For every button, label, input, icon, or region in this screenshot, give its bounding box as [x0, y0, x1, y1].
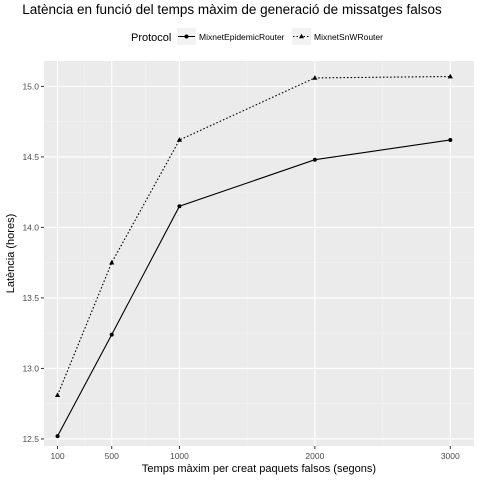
x-tick-label: 100	[50, 451, 64, 461]
x-tick-label: 3000	[441, 451, 460, 461]
data-point	[448, 137, 453, 142]
data-point	[177, 204, 182, 209]
x-axis-title: Temps màxim per creat paquets falsos (se…	[142, 463, 376, 475]
data-point	[176, 137, 183, 142]
series-layer	[54, 73, 453, 439]
y-tick-label: 12.5	[22, 434, 39, 444]
x-tick-label: 2000	[305, 451, 324, 461]
data-point	[312, 157, 317, 162]
y-tick-label: 13.0	[22, 363, 39, 373]
legend-marker-snw	[299, 33, 304, 39]
legend: Protocol MixnetEpidemicRouter MixnetSnWR…	[131, 28, 383, 45]
legend-title: Protocol	[131, 32, 171, 44]
y-tick-label: 13.5	[22, 293, 39, 303]
legend-label-epidemic: MixnetEpidemicRouter	[199, 32, 285, 42]
data-point	[312, 75, 318, 80]
series-snw	[54, 73, 453, 398]
y-tick-label: 14.0	[22, 222, 39, 232]
grid	[44, 61, 474, 446]
legend-item-snw: MixnetSnWRouter	[292, 28, 383, 45]
plot-panel	[44, 61, 474, 446]
x-tick-label: 500	[105, 451, 119, 461]
data-point	[54, 392, 61, 398]
y-axis: 12.5 13.0 13.5 14.0 14.5 15.0	[22, 81, 44, 444]
x-tick-label: 1000	[170, 451, 189, 461]
y-axis-title: Latència (hores)	[5, 214, 17, 294]
legend-label-snw: MixnetSnWRouter	[314, 32, 383, 42]
legend-item-epidemic: MixnetEpidemicRouter	[177, 28, 285, 45]
y-tick-label: 14.5	[22, 152, 39, 162]
data-point	[109, 332, 114, 337]
x-axis: 100 500 1000 2000 3000	[50, 446, 460, 461]
y-tick-label: 15.0	[22, 81, 39, 91]
data-point	[55, 434, 60, 439]
data-point	[109, 259, 115, 265]
legend-marker-epidemic	[184, 34, 189, 39]
series-epidemic	[55, 137, 453, 439]
data-point	[447, 73, 453, 79]
chart-title: Latència en funció del temps màxim de ge…	[22, 2, 442, 17]
